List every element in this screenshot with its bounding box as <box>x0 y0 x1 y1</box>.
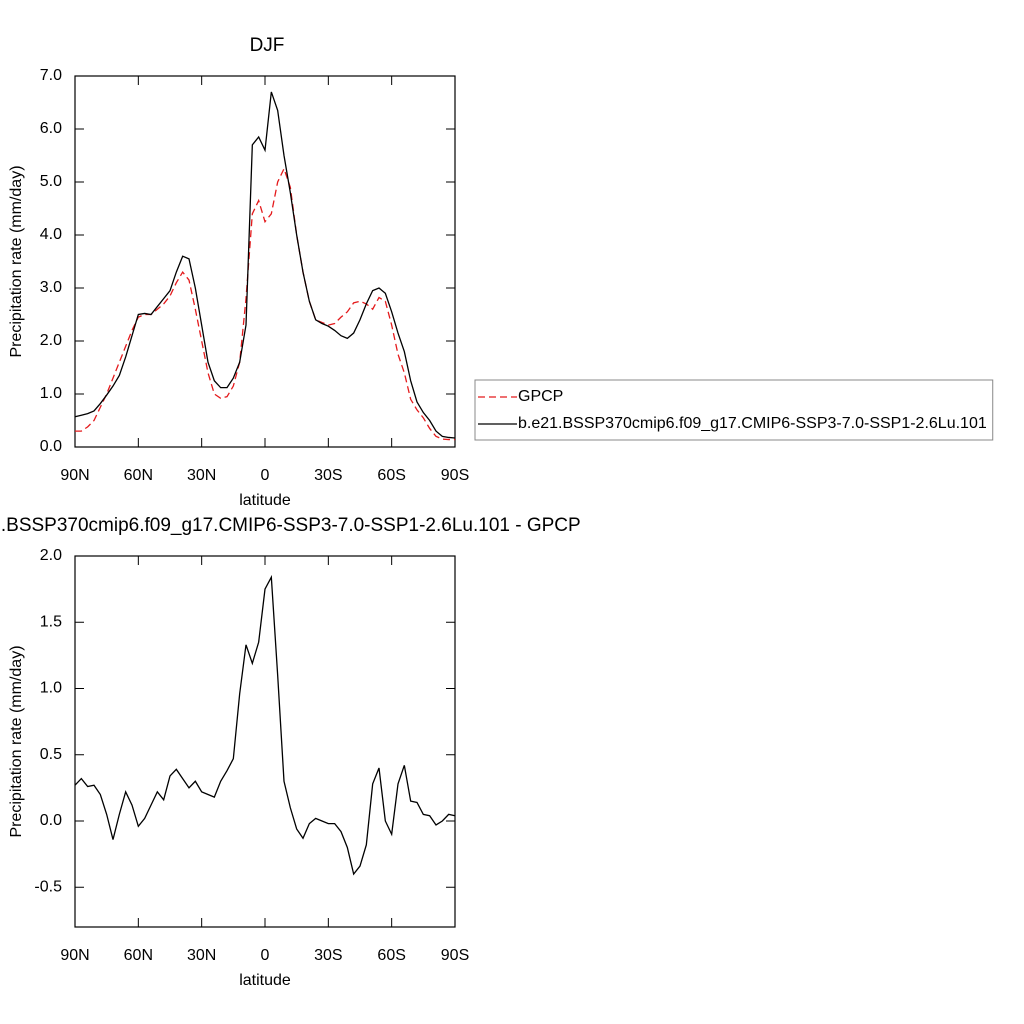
x-axis-label: latitude <box>239 972 291 989</box>
y-tick-label: 1.5 <box>40 613 62 630</box>
x-axis-label: latitude <box>239 492 291 509</box>
y-tick-label: 4.0 <box>40 226 62 243</box>
x-tick-label: 90N <box>60 467 89 484</box>
y-tick-label: 0.0 <box>40 812 62 829</box>
x-tick-label: 60S <box>377 467 405 484</box>
y-tick-label: 0.0 <box>40 438 62 455</box>
x-tick-label: 0 <box>261 467 270 484</box>
y-tick-label: 2.0 <box>40 547 62 564</box>
x-tick-label: 90S <box>441 467 469 484</box>
legend: GPCP b.e21.BSSP370cmip6.f09_g17.CMIP6-SSP… <box>474 379 994 441</box>
y-axis-label: Precipitation rate (mm/day) <box>8 165 25 357</box>
legend-frame <box>474 379 994 441</box>
y-axis-label: Precipitation rate (mm/day) <box>8 645 25 837</box>
chart-title: DJF <box>250 35 285 56</box>
y-tick-label: 1.0 <box>40 385 62 402</box>
x-tick-label: 90N <box>60 947 89 964</box>
y-tick-label: 0.5 <box>40 746 62 763</box>
y-tick-label: 2.0 <box>40 332 62 349</box>
x-tick-label: 30N <box>187 947 216 964</box>
x-tick-label: 0 <box>261 947 270 964</box>
y-tick-label: 3.0 <box>40 279 62 296</box>
y-tick-label: 1.0 <box>40 680 62 697</box>
x-tick-label: 30S <box>314 947 342 964</box>
plot-frame <box>74 75 456 448</box>
y-tick-label: 5.0 <box>40 173 62 190</box>
x-tick-label: 30S <box>314 467 342 484</box>
data-line <box>74 91 456 439</box>
x-tick-label: 60S <box>377 947 405 964</box>
x-tick-label: 90S <box>441 947 469 964</box>
y-tick-label: 6.0 <box>40 120 62 137</box>
legend-label: GPCP <box>518 388 563 405</box>
x-tick-label: 60N <box>124 467 153 484</box>
x-tick-label: 60N <box>124 947 153 964</box>
x-tick-label: 30N <box>187 467 216 484</box>
y-tick-label: -0.5 <box>34 878 62 895</box>
plot-frame <box>74 555 456 928</box>
y-tick-label: 7.0 <box>40 67 62 84</box>
chart-title: b.e21.BSSP370cmip6.f09_g17.CMIP6-SSP3-7.… <box>0 515 581 536</box>
legend-label: b.e21.BSSP370cmip6.f09_g17.CMIP6-SSP3-7.… <box>518 415 987 432</box>
data-line <box>74 574 456 876</box>
data-line <box>75 167 455 441</box>
